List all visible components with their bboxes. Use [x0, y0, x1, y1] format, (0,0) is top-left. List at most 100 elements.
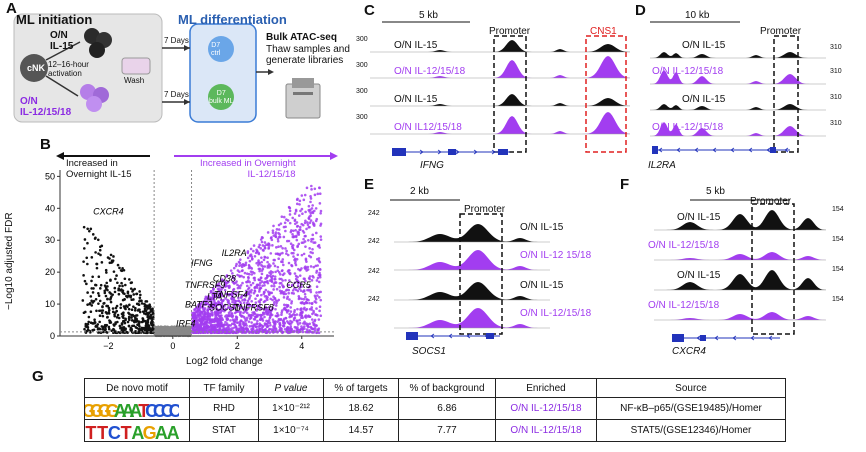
ns-point	[175, 326, 178, 329]
exon	[672, 334, 684, 342]
exon	[700, 335, 706, 341]
wash-label: Wash	[124, 76, 145, 85]
d-track-1: O/N IL-15	[682, 40, 726, 51]
panel-label-b: B	[40, 136, 51, 153]
c-promoter-label: Promoter	[489, 26, 531, 37]
motif-table: De novo motif TF family P value % of tar…	[84, 378, 786, 442]
ns-point	[164, 333, 167, 336]
il15-point	[111, 293, 114, 296]
bulk-title: Bulk ATAC-seq	[266, 32, 337, 43]
e-track-1: O/N IL-15	[520, 222, 564, 233]
d-promoter-label: Promoter	[760, 26, 802, 37]
il15-point	[81, 299, 85, 302]
il15-point	[97, 275, 101, 279]
e-scale-value-2: 242	[368, 238, 380, 245]
initiation-box	[13, 13, 163, 123]
e-track-4: O/N IL-12/15/18	[520, 308, 592, 319]
il15-point	[98, 245, 102, 249]
il15-point	[90, 321, 94, 325]
il15-point	[148, 303, 151, 307]
differentiation-box	[189, 23, 257, 123]
c-track-4: O/N IL12/15/18	[394, 122, 462, 133]
il15-point	[117, 316, 121, 320]
enriched-cell: O/N IL-12/15/18	[495, 397, 597, 420]
il15-point	[99, 309, 103, 312]
il12-point	[318, 305, 322, 309]
il15-point	[126, 291, 130, 295]
il15-point	[120, 281, 123, 285]
background-cell: 7.77	[398, 419, 496, 442]
on-il15-label: O/N IL-15	[50, 30, 74, 52]
source-cell: NF-κB–p65/(GSE19485)/Homer	[596, 397, 786, 420]
ns-point	[180, 332, 184, 335]
il15-point	[124, 317, 127, 321]
il15-point	[84, 322, 88, 326]
f-scale-value-1: 154	[832, 206, 844, 213]
il15-point	[127, 311, 130, 315]
il15-point	[82, 260, 85, 263]
ns-point	[177, 325, 180, 328]
e-promoter-label: Promoter	[464, 204, 506, 215]
ns-point	[158, 326, 161, 329]
il15-point	[135, 292, 138, 296]
ns-point	[174, 327, 177, 330]
il15-point	[108, 261, 112, 265]
il15-point	[83, 279, 87, 283]
il15-point	[124, 327, 127, 331]
il15-point	[129, 287, 133, 290]
ns-point	[163, 328, 166, 331]
exon	[486, 333, 494, 339]
tf-cell: STAT	[189, 419, 259, 442]
il15-point	[132, 319, 136, 323]
il12-point	[319, 238, 323, 241]
il15-point	[132, 305, 135, 308]
initiation-title: ML initiation	[16, 12, 93, 27]
il15-point	[104, 268, 108, 272]
il15-point	[113, 313, 116, 316]
days-top: 7 Days	[164, 36, 189, 45]
il15-point	[137, 328, 141, 331]
p-cell: 1×10⁻⁷⁴	[258, 419, 324, 442]
f-track-2: O/N IL-12/15/18	[648, 240, 720, 251]
il15-point	[120, 312, 124, 316]
il15-point	[112, 324, 116, 327]
il15-point	[106, 315, 109, 319]
il15-point	[94, 297, 98, 301]
il15-point	[86, 262, 89, 266]
il15-point	[127, 324, 131, 328]
e-scale-value-4: 242	[368, 296, 380, 303]
exon	[498, 149, 508, 155]
il15-point	[83, 238, 87, 241]
il15-point	[86, 303, 89, 306]
il15-point	[129, 328, 133, 332]
il15-point	[123, 277, 127, 281]
il15-point	[101, 326, 105, 330]
il15-point	[147, 325, 151, 329]
il15-point	[137, 322, 141, 325]
e-track-2: O/N IL-12 15/18	[520, 250, 592, 261]
il15-point	[88, 229, 91, 233]
il15-point	[144, 312, 148, 316]
f-gene-label: CXCR4	[672, 346, 706, 357]
targets-cell: 18.62	[323, 397, 399, 420]
il15-point	[100, 311, 104, 315]
panel-label-d: D	[635, 2, 646, 19]
il15-point	[128, 303, 131, 307]
il15-point	[145, 323, 149, 327]
il15-point	[138, 300, 141, 303]
il12-point	[296, 307, 299, 311]
il15-point	[115, 274, 118, 277]
targets-cell: 14.57	[323, 419, 399, 442]
il15-point	[91, 301, 95, 304]
d-track-4: O/N IL-12/15/18	[652, 122, 724, 133]
il15-point	[94, 236, 97, 240]
il12-point	[229, 319, 232, 322]
il15-point	[114, 306, 118, 310]
il15-point	[120, 328, 124, 332]
panel-label-e: E	[364, 176, 375, 193]
ns-point	[187, 328, 190, 332]
il15-point	[107, 308, 111, 312]
c-cns1-box	[585, 35, 627, 153]
d-gene-label: IL2RA	[648, 160, 676, 171]
